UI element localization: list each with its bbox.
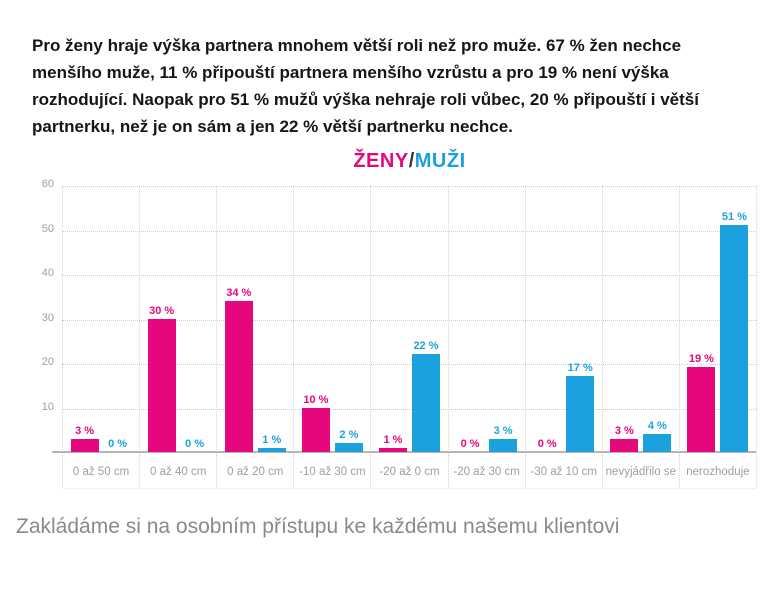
y-axis-label: 60: [41, 178, 54, 190]
bar-men: [489, 438, 518, 452]
value-label-men: 51 %: [721, 211, 747, 224]
category-column: 30 % 0 % 0 až 40 cm: [139, 186, 216, 488]
bar-group-men: 51 %: [720, 211, 749, 452]
value-label-women: 3 %: [614, 424, 634, 437]
y-axis-label: 10: [41, 400, 54, 413]
x-axis-label: -10 až 30 cm: [299, 466, 366, 478]
value-label-men: 1 %: [262, 433, 282, 446]
value-label-women: 19 %: [688, 353, 714, 366]
value-label-women: 0 %: [460, 438, 480, 450]
y-axis-label: 20: [41, 356, 54, 368]
bar-group-women: 34 %: [224, 286, 253, 452]
x-axis-label: 0 až 50 cm: [72, 466, 130, 478]
value-label-men: 3 %: [493, 424, 513, 437]
bar-group-women: 3 %: [70, 424, 99, 452]
y-axis-label: 30: [41, 311, 54, 324]
value-label-men: 17 %: [567, 362, 593, 375]
bar-pair: 3 % 4 %: [603, 185, 679, 452]
bar-women: [147, 318, 176, 452]
legend-men-label: MUŽI: [414, 150, 466, 172]
y-axis-label: 40: [41, 267, 54, 279]
bar-men: [643, 434, 672, 452]
x-axis-label: nerozhoduje: [686, 466, 750, 478]
bar-chart: ŽENY/MUŽI 10 20 30 40 50 60 3 % 0 % 0 až 50 cm 3…: [42, 150, 757, 489]
bar-group-women: 19 %: [687, 353, 716, 452]
bar-group-men: 1 %: [257, 433, 286, 452]
category-column: 0 % 17 % -30 až 10 cm: [524, 185, 602, 488]
value-label-men: 0 %: [108, 438, 128, 450]
legend-separator: /: [408, 150, 415, 172]
value-label-women: 3 %: [75, 424, 95, 437]
bar-group-women: 3 %: [610, 424, 639, 452]
plot-area: 10 20 30 40 50 60 3 % 0 % 0 až 50 cm 30 % 0 % 0 až…: [42, 178, 757, 489]
bar-women: [301, 407, 330, 452]
bar-group-men: 22 %: [411, 340, 440, 452]
x-axis-label: -20 až 30 cm: [453, 466, 520, 478]
category-column: 3 % 0 % 0 až 50 cm: [62, 186, 139, 488]
value-label-women: 1 %: [383, 433, 403, 446]
bar-women: [224, 300, 253, 452]
value-label-women: 10 %: [303, 393, 329, 406]
value-label-men: 0 %: [185, 438, 205, 450]
bar-group-men: 17 %: [566, 362, 595, 452]
bar-group-men: 3 %: [489, 424, 518, 452]
category-column: 3 % 4 % nevyjádřilo se: [601, 185, 679, 488]
x-axis-label: -30 až 10 cm: [530, 466, 597, 478]
value-label-women: 0 %: [537, 438, 557, 450]
bar-men: [257, 447, 286, 452]
bar-pair: 0 % 3 %: [449, 185, 525, 452]
bar-women: [70, 438, 99, 452]
infographic-page: Pro ženy hraje výška partnera mnohem vět…: [0, 32, 761, 539]
bar-men: [411, 354, 440, 452]
bar-group-women: 30 %: [147, 304, 176, 452]
bar-women: [687, 367, 716, 452]
value-label-men: 22 %: [413, 340, 439, 353]
legend-women-label: ŽENY: [353, 150, 409, 172]
bar-men: [334, 443, 363, 452]
chart-title: ŽENY/MUŽI: [62, 150, 757, 178]
category-column: 1 % 22 % -20 až 0 cm: [370, 186, 447, 488]
bar-pair: 3 % 0 %: [63, 185, 139, 452]
bar-group-women: 0 %: [533, 438, 561, 452]
bar-women: [378, 447, 407, 452]
value-label-men: 2 %: [339, 429, 359, 442]
bar-group-men: 0 %: [181, 438, 209, 452]
category-column: 19 % 51 % nerozhoduje: [678, 185, 756, 488]
bar-group-men: 0 %: [104, 438, 132, 452]
value-label-women: 30 %: [149, 304, 175, 317]
value-label-men: 4 %: [647, 420, 667, 433]
bar-group-men: 2 %: [334, 429, 363, 452]
x-axis-label: 0 až 40 cm: [150, 466, 207, 478]
bar-group-men: 4 %: [643, 420, 672, 452]
bar-pair: 0 % 17 %: [526, 185, 602, 452]
category-column: 0 % 3 % -20 až 30 cm: [447, 185, 525, 488]
footer-text: Zakládáme si na osobním přístupu ke každ…: [16, 515, 620, 538]
bar-men: [720, 225, 749, 452]
bar-pair: 34 % 1 %: [217, 185, 293, 452]
value-label-women: 34 %: [226, 286, 252, 299]
bar-group-women: 1 %: [378, 433, 407, 452]
category-column: 34 % 1 % 0 až 20 cm: [216, 186, 293, 488]
x-axis-label: 0 až 20 cm: [227, 466, 284, 478]
bar-group-women: 0 %: [456, 438, 484, 452]
bar-group-women: 10 %: [301, 393, 330, 452]
bar-women: [610, 438, 639, 452]
category-column: 10 % 2 % -10 až 30 cm: [293, 186, 370, 488]
intro-text: Pro ženy hraje výška partnera mnohem vět…: [32, 36, 699, 136]
bar-pair: 10 % 2 %: [294, 185, 370, 452]
bar-pair: 30 % 0 %: [140, 185, 216, 452]
x-axis-label: nevyjádřilo se: [605, 466, 676, 478]
bar-pair: 1 % 22 %: [371, 185, 447, 452]
bar-men: [566, 376, 595, 452]
x-axis-baseline: [52, 451, 756, 453]
bar-pair: 19 % 51 %: [680, 185, 756, 452]
y-axis-label: 50: [41, 222, 54, 235]
x-axis-label: -20 až 0 cm: [379, 466, 440, 478]
